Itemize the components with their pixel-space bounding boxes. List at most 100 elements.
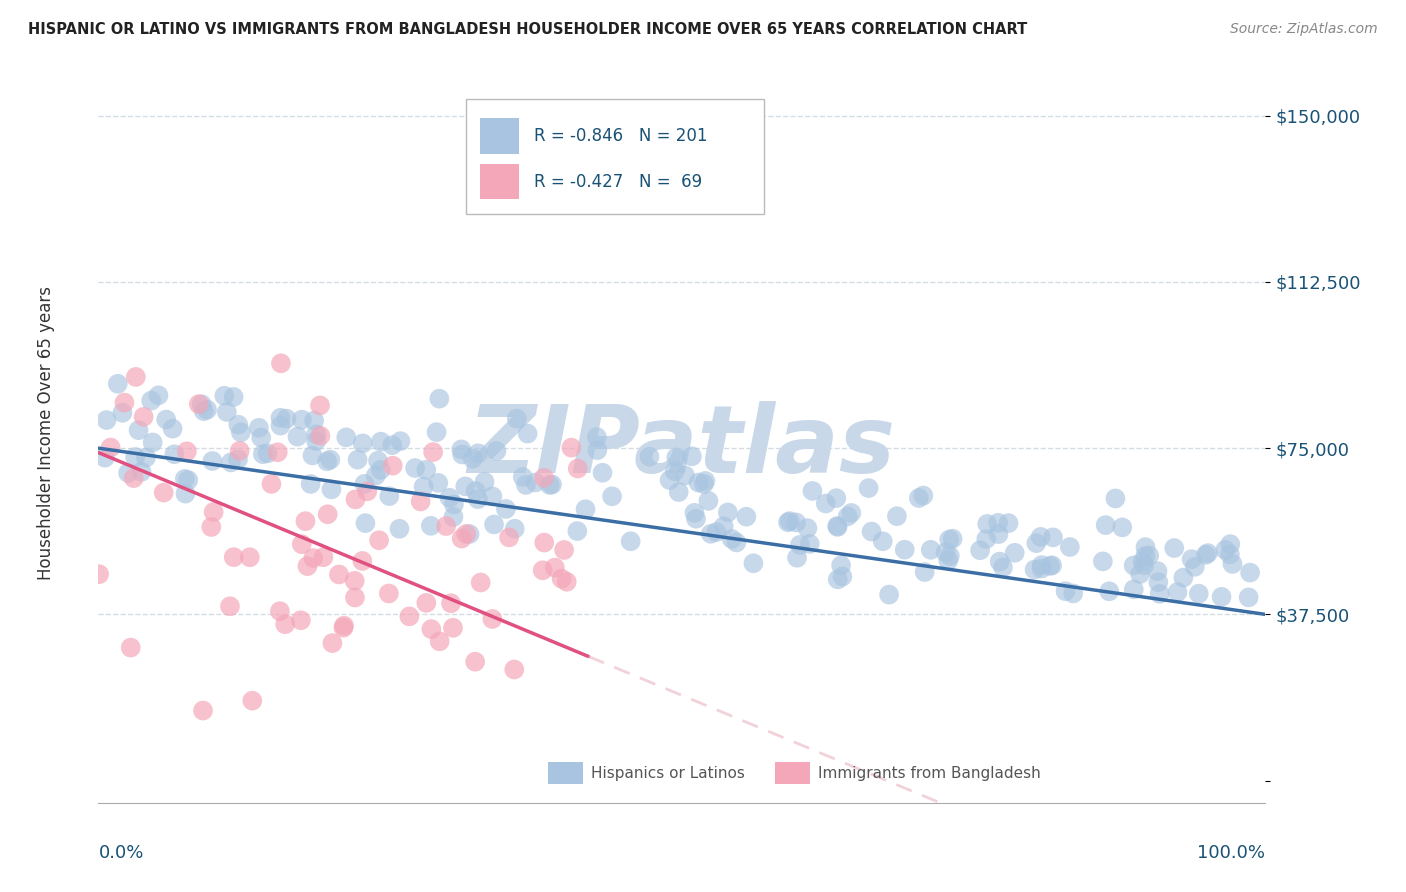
- Point: [872, 534, 894, 549]
- Point: [228, 443, 250, 458]
- Point: [516, 426, 538, 441]
- Point: [222, 390, 245, 404]
- Point: [830, 558, 852, 573]
- Point: [100, 441, 122, 455]
- Point: [1039, 558, 1062, 573]
- Point: [135, 450, 157, 465]
- Point: [456, 527, 478, 541]
- Point: [94, 450, 117, 465]
- Point: [388, 522, 411, 536]
- Point: [461, 451, 484, 466]
- Point: [120, 640, 142, 655]
- Point: [481, 612, 503, 626]
- Point: [467, 446, 489, 460]
- Point: [415, 596, 437, 610]
- Point: [1040, 558, 1063, 573]
- Point: [664, 464, 686, 478]
- Point: [814, 496, 837, 510]
- Point: [378, 586, 401, 600]
- Point: [1219, 537, 1241, 551]
- Point: [831, 569, 853, 583]
- Point: [333, 618, 356, 632]
- Point: [592, 466, 614, 480]
- Point: [219, 599, 242, 614]
- Point: [482, 517, 505, 532]
- Point: [825, 519, 848, 533]
- Point: [124, 450, 146, 464]
- Point: [364, 468, 387, 483]
- Point: [353, 476, 375, 491]
- Point: [398, 609, 420, 624]
- Point: [202, 505, 225, 519]
- Point: [195, 402, 218, 417]
- Point: [239, 550, 262, 565]
- Point: [328, 567, 350, 582]
- Point: [270, 356, 292, 370]
- Point: [174, 486, 197, 500]
- Point: [512, 470, 534, 484]
- Point: [321, 483, 343, 497]
- Point: [533, 535, 555, 549]
- Point: [260, 476, 283, 491]
- Point: [935, 545, 957, 559]
- Point: [839, 506, 862, 520]
- Point: [176, 444, 198, 458]
- Point: [920, 542, 942, 557]
- Point: [942, 532, 965, 546]
- Point: [683, 506, 706, 520]
- Point: [302, 414, 325, 428]
- Point: [474, 475, 496, 489]
- Point: [367, 454, 389, 468]
- Point: [297, 559, 319, 574]
- Point: [425, 425, 447, 439]
- Point: [779, 514, 801, 528]
- Point: [87, 567, 110, 582]
- Point: [541, 477, 564, 491]
- Point: [1098, 584, 1121, 599]
- Point: [132, 409, 155, 424]
- Point: [524, 475, 547, 490]
- Point: [343, 591, 366, 605]
- Point: [1188, 587, 1211, 601]
- Point: [1059, 540, 1081, 554]
- Point: [1146, 564, 1168, 578]
- Point: [352, 554, 374, 568]
- Point: [638, 450, 661, 464]
- Point: [1147, 575, 1170, 590]
- Point: [443, 497, 465, 511]
- Point: [976, 516, 998, 531]
- Point: [481, 489, 503, 503]
- Point: [201, 454, 224, 468]
- Point: [1239, 566, 1261, 580]
- Point: [914, 565, 936, 579]
- Point: [858, 481, 880, 495]
- Point: [193, 404, 215, 418]
- Point: [1029, 530, 1052, 544]
- Point: [531, 563, 554, 577]
- Point: [312, 550, 335, 565]
- Point: [938, 533, 960, 547]
- Point: [688, 475, 710, 490]
- Point: [991, 560, 1014, 574]
- Point: [419, 518, 441, 533]
- Point: [1197, 546, 1219, 560]
- Point: [1025, 536, 1047, 550]
- Point: [335, 430, 357, 444]
- Point: [498, 530, 520, 544]
- Point: [240, 694, 263, 708]
- Point: [370, 434, 392, 449]
- Point: [1149, 587, 1171, 601]
- Point: [695, 474, 717, 488]
- Point: [786, 550, 808, 565]
- Point: [620, 534, 643, 549]
- Point: [969, 543, 991, 558]
- Point: [1211, 590, 1233, 604]
- Point: [299, 477, 322, 491]
- Point: [912, 489, 935, 503]
- Point: [464, 655, 486, 669]
- Point: [226, 452, 249, 467]
- Point: [720, 532, 742, 546]
- Point: [1111, 520, 1133, 534]
- Text: 0.0%: 0.0%: [98, 844, 143, 862]
- Point: [332, 621, 354, 635]
